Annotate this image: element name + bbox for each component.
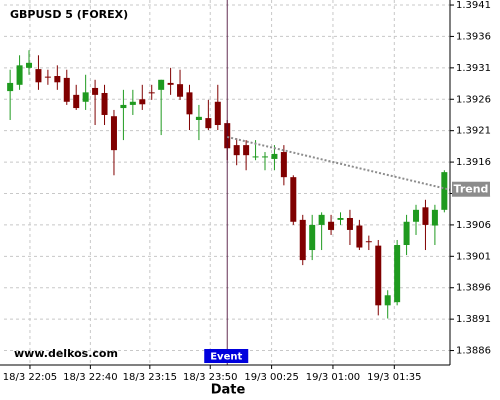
y-tick-label: 1.3891 — [456, 314, 491, 325]
candle-body — [309, 224, 316, 251]
plot — [7, 0, 451, 365]
candle-body — [177, 84, 184, 97]
candle-body — [233, 145, 240, 156]
candle-body — [101, 92, 108, 115]
candle-body — [16, 65, 23, 85]
candle-body — [195, 116, 202, 120]
candle-body — [290, 177, 297, 222]
candle-body — [261, 156, 268, 158]
candle-body — [346, 217, 353, 230]
watermark: www.delkos.com — [14, 347, 118, 360]
candle-body — [365, 241, 372, 243]
candle-body — [422, 207, 429, 225]
candle-body — [214, 101, 221, 126]
y-tick-label: 1.3901 — [456, 251, 491, 262]
y-tick-label: 1.3886 — [456, 346, 491, 357]
candle-body — [280, 152, 287, 178]
candle-body — [318, 214, 325, 225]
candle-body — [63, 77, 70, 102]
y-tick-label: 1.3931 — [456, 63, 491, 74]
candle-body — [243, 145, 250, 156]
candle-body — [375, 245, 382, 306]
x-tick-label: 18/3 22:40 — [63, 372, 117, 383]
candle-body — [82, 92, 89, 102]
candle-body — [252, 156, 259, 158]
x-tick-label: 19/3 01:00 — [306, 372, 360, 383]
candle-body — [148, 92, 155, 94]
candle-body — [271, 153, 278, 159]
candle-body — [92, 87, 99, 95]
x-tick-label: 18/3 22:05 — [3, 372, 57, 383]
x-axis-title: Date — [211, 383, 246, 398]
candle-body — [73, 94, 80, 109]
candle-body — [441, 172, 448, 210]
candle-body — [205, 118, 212, 129]
candle-body — [413, 209, 420, 222]
candle-body — [384, 295, 391, 306]
y-tick-label: 1.3906 — [456, 220, 491, 231]
candle-body — [328, 221, 335, 230]
x-tick-label: 19/3 01:35 — [367, 372, 421, 383]
y-tick-label: 1.3896 — [456, 283, 491, 294]
event-label-box — [204, 349, 249, 363]
candle-body — [7, 82, 14, 92]
candle-body — [431, 209, 438, 226]
candle-body — [26, 62, 33, 68]
candle-body — [129, 101, 136, 105]
candle-body — [299, 219, 306, 261]
candle-body — [54, 76, 61, 83]
candle-body — [120, 104, 127, 109]
candle-body — [403, 221, 410, 246]
candle-body — [337, 217, 344, 220]
event-label: Event — [210, 352, 242, 363]
y-tick-label: 1.3941 — [456, 0, 491, 11]
candle-body — [35, 69, 42, 83]
trend-label: Trend — [454, 183, 489, 196]
candle-body — [394, 245, 401, 303]
candle-body — [186, 92, 193, 115]
x-tick-label: 19/3 00:25 — [244, 372, 298, 383]
candle-body — [110, 116, 117, 151]
candle-body — [158, 79, 165, 90]
y-tick-label: 1.3926 — [456, 94, 491, 105]
candle-body — [167, 82, 174, 85]
x-tick-label: 18/3 23:15 — [123, 372, 177, 383]
candle-body — [44, 76, 51, 78]
trend-label-box — [452, 181, 490, 197]
y-tick-label: 1.3921 — [456, 126, 491, 137]
y-tick-label: 1.3936 — [456, 31, 491, 42]
chart-title: GBPUSD 5 (FOREX) — [10, 8, 128, 21]
candle-body — [356, 225, 363, 248]
x-tick-label: 18/3 23:50 — [183, 372, 237, 383]
y-tick-label: 1.3916 — [456, 157, 491, 168]
candle-body — [139, 99, 146, 105]
